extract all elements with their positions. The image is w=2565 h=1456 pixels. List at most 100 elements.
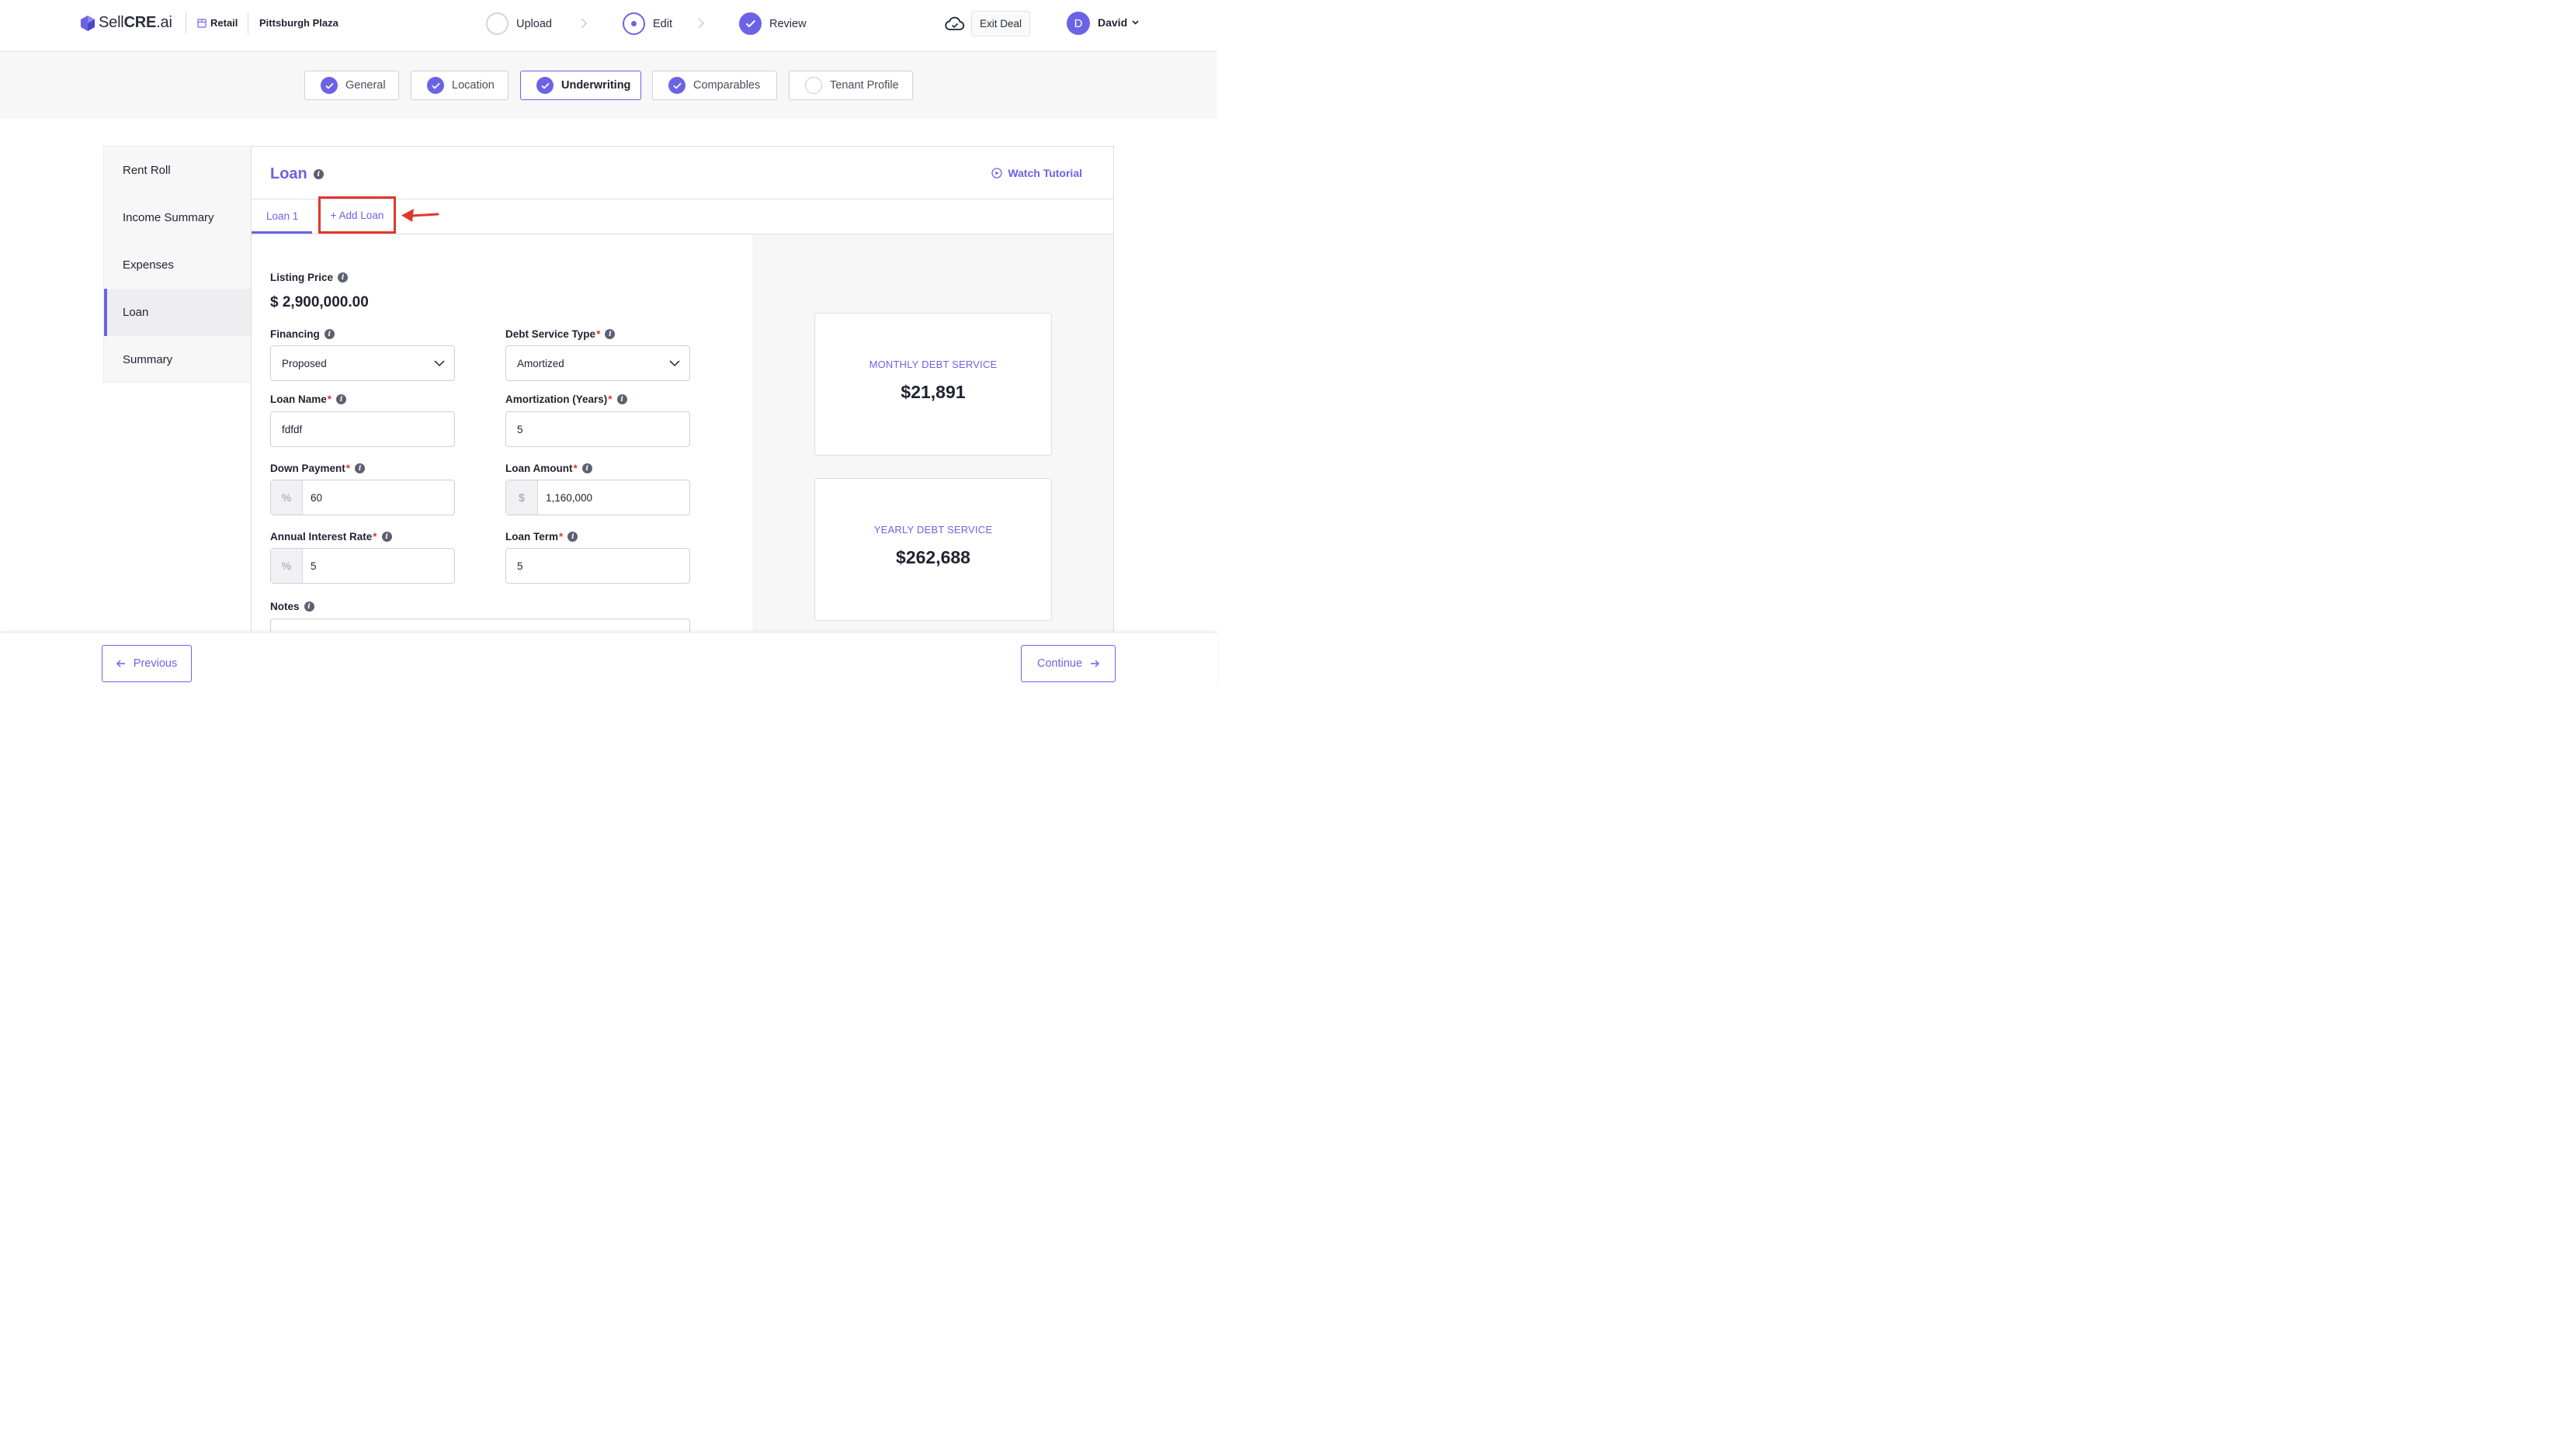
input-value: 1,160,000 [546,491,593,504]
sidebar-item-income-summary[interactable]: Income Summary [104,194,251,241]
select-value: Proposed [282,357,327,369]
page-title-text: Loan [270,165,307,182]
select-value: Amortized [517,357,564,369]
percent-prefix: % [271,549,303,583]
user-menu[interactable]: David [1098,16,1139,29]
cloud-save-icon[interactable] [945,15,965,33]
yearly-debt-service-card: YEARLY DEBT SERVICE $262,688 [814,478,1052,621]
tab-loan-1[interactable]: Loan 1 [266,210,299,222]
debt-service-summary: MONTHLY DEBT SERVICE $21,891 YEARLY DEBT… [752,234,1113,643]
chevron-down-icon [1132,20,1139,25]
exit-deal-button[interactable]: Exit Deal [971,11,1030,36]
required-marker: * [596,328,601,340]
sidebar-item-rent-roll[interactable]: Rent Roll [104,147,251,194]
sidebar-item-expenses[interactable]: Expenses [104,241,251,289]
chevron-right-icon [581,18,588,29]
add-loan-label: + Add Loan [330,209,384,221]
property-type-label: Retail [210,17,238,29]
loan-amount-label: Loan Amount * i [505,463,592,474]
sidebar-item-label: Summary [123,353,173,366]
incomplete-circle-icon [805,77,822,94]
label-text: Financing [270,328,320,340]
sidebar-item-summary[interactable]: Summary [104,336,251,383]
required-marker: * [327,393,332,405]
amortization-label: Amortization (Years) * i [505,393,627,405]
info-icon[interactable]: i [313,169,324,179]
required-marker: * [608,393,613,405]
label-text: Amortization (Years) [505,393,608,405]
tab-tenant-profile[interactable]: Tenant Profile [789,71,913,100]
interest-rate-label: Annual Interest Rate * i [270,531,392,543]
sidebar-item-label: Loan [123,306,149,319]
label-text: Annual Interest Rate [270,531,373,543]
info-icon[interactable]: i [605,329,616,339]
add-loan-button[interactable]: + Add Loan [318,196,396,234]
loan-name-input[interactable]: fdfdf [270,411,455,447]
info-icon[interactable]: i [304,601,314,612]
info-icon[interactable]: i [616,394,627,404]
deal-name: Pittsburgh Plaza [259,17,338,29]
check-icon [427,77,444,94]
property-type-crumb: Retail [197,17,238,29]
sidebar-item-loan[interactable]: Loan [104,289,251,336]
tab-underwriting[interactable]: Underwriting [520,71,641,100]
card-label: YEARLY DEBT SERVICE [873,524,993,536]
debt-service-type-label: Debt Service Type * i [505,328,616,340]
check-icon [536,77,554,94]
red-arrow-annotation-icon [401,209,439,222]
interest-rate-input[interactable]: % 5 [270,548,455,584]
info-icon[interactable]: i [338,272,349,283]
step-done-icon [739,12,762,35]
info-icon[interactable]: i [324,329,335,339]
tab-location[interactable]: Location [411,71,508,100]
label-text: Loan Term [505,531,559,543]
continue-button[interactable]: Continue [1021,645,1116,682]
watch-tutorial-label: Watch Tutorial [1008,167,1082,179]
avatar[interactable]: D [1067,12,1090,35]
loan-term-input[interactable]: 5 [505,548,690,584]
sidebar-item-label: Expenses [123,258,174,272]
required-marker: * [573,463,578,474]
input-value: fdfdf [282,423,303,435]
button-label: Continue [1036,657,1083,670]
loan-name-label: Loan Name * i [270,393,347,405]
footer-bar: Previous Continue [0,632,1217,691]
info-icon[interactable]: i [336,394,347,404]
amortization-input[interactable]: 5 [505,411,690,447]
logo-hexagon-icon [81,15,95,31]
watch-tutorial-link[interactable]: Watch Tutorial [991,167,1082,179]
down-payment-input[interactable]: % 60 [270,480,455,515]
step-pending-icon [486,12,508,35]
tab-label: General [345,79,386,92]
debt-service-type-select[interactable]: Amortized [505,345,690,381]
step-label: Upload [516,17,552,30]
input-value: 5 [517,560,523,572]
previous-button[interactable]: Previous [102,645,192,682]
tab-general[interactable]: General [304,71,399,100]
page-title: Loan i [270,165,324,183]
info-icon[interactable]: i [581,463,592,473]
required-marker: * [559,531,564,543]
step-upload[interactable]: Upload [486,12,552,35]
input-value: 5 [517,423,523,435]
chevron-down-icon [669,359,680,366]
input-value: 5 [311,560,317,572]
step-review[interactable]: Review [739,12,807,35]
step-edit[interactable]: Edit [623,12,672,35]
loan-amount-input[interactable]: $ 1,160,000 [505,480,690,515]
info-icon[interactable]: i [355,463,366,473]
arrow-left-icon [116,660,125,667]
label-text: Loan Amount [505,463,573,474]
info-icon[interactable]: i [567,532,578,542]
financing-select[interactable]: Proposed [270,345,455,381]
label-text: Listing Price [270,272,334,283]
tab-label: Location [452,79,495,92]
label-text: Notes [270,601,300,612]
sidebar-item-label: Rent Roll [123,164,171,177]
percent-prefix: % [271,480,303,515]
info-icon[interactable]: i [381,532,392,542]
chevron-down-icon [434,359,445,366]
tab-comparables[interactable]: Comparables [652,71,777,100]
sidebar-item-label: Income Summary [123,211,214,224]
sellcre-logo[interactable]: SellCRE.ai [80,14,172,32]
